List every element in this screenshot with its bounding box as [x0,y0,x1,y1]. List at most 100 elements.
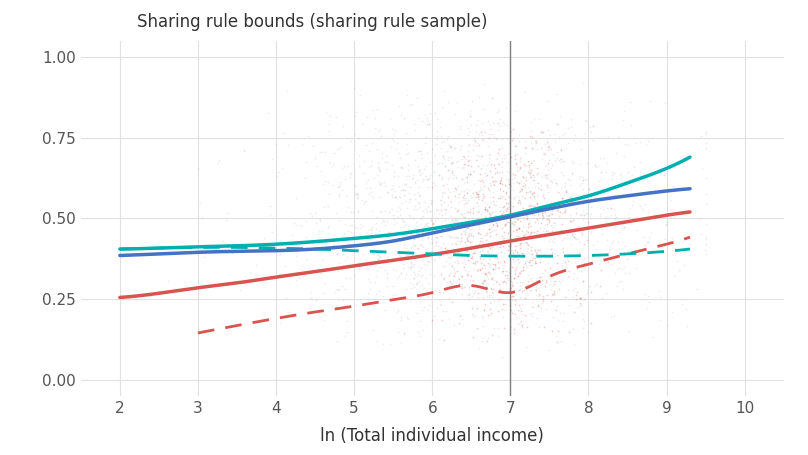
Point [471,157,484,164]
Point [406,280,419,288]
Point [556,249,569,256]
Point [444,280,457,287]
Point [582,253,595,260]
Point [528,115,541,122]
Point [473,93,486,101]
Point [510,291,523,298]
Point [435,201,448,208]
Point [300,255,313,263]
Point [519,223,532,231]
Point [473,237,486,244]
Point [540,228,553,235]
Point [528,259,541,267]
Point [317,180,330,187]
Point [520,262,532,269]
Point [608,313,621,320]
Point [503,169,516,176]
Point [465,304,478,312]
Point [625,202,638,209]
Point [638,233,651,240]
Point [506,136,519,143]
Point [465,193,478,201]
Point [468,265,481,273]
Point [456,210,469,217]
Point [494,287,507,294]
Point [415,240,427,248]
Point [516,232,529,239]
Point [486,193,499,201]
Point [458,231,471,238]
Point [469,142,482,149]
Point [516,250,529,257]
Point [520,212,533,220]
Point [225,249,238,257]
Point [555,236,568,243]
Point [524,193,537,200]
Point [448,239,461,247]
Point [444,253,457,261]
Point [486,177,499,185]
Point [212,159,225,167]
Point [478,306,490,313]
Point [463,296,476,303]
Point [438,154,451,162]
Point [562,227,575,234]
Point [600,290,613,297]
Point [588,162,601,169]
Point [559,144,572,152]
Point [470,188,483,195]
Point [523,250,536,257]
Point [563,195,576,202]
Point [541,188,554,195]
Point [543,212,556,219]
Point [509,301,522,308]
Point [390,274,403,282]
Point [323,120,336,127]
Point [536,298,549,305]
Point [584,320,597,327]
Point [670,209,683,216]
Point [401,313,414,320]
Point [477,256,490,263]
Point [368,263,381,270]
Point [558,209,571,217]
Point [542,156,555,163]
Point [414,242,427,249]
Point [404,196,417,203]
Point [582,328,595,335]
Point [448,144,461,152]
Point [504,278,517,285]
Point [581,289,594,297]
Point [435,224,448,231]
Point [415,281,428,288]
Point [465,252,478,259]
Point [473,253,486,260]
Point [471,117,484,124]
Point [512,255,525,263]
Point [665,196,678,203]
Point [425,197,438,205]
Point [431,286,444,293]
Point [394,211,407,218]
Point [398,222,410,230]
Point [499,272,511,279]
Point [507,286,520,293]
Point [446,241,459,248]
Point [535,209,548,216]
Point [535,145,548,152]
Point [322,224,335,232]
Point [532,285,545,292]
Point [289,252,302,259]
Point [452,190,465,197]
Point [480,270,493,278]
Point [432,159,445,166]
Point [424,197,437,204]
Point [516,322,528,329]
Point [527,172,540,179]
Point [531,301,544,308]
Point [437,138,450,145]
Point [437,198,450,206]
Point [441,98,454,105]
Point [465,293,478,300]
Point [581,159,594,166]
